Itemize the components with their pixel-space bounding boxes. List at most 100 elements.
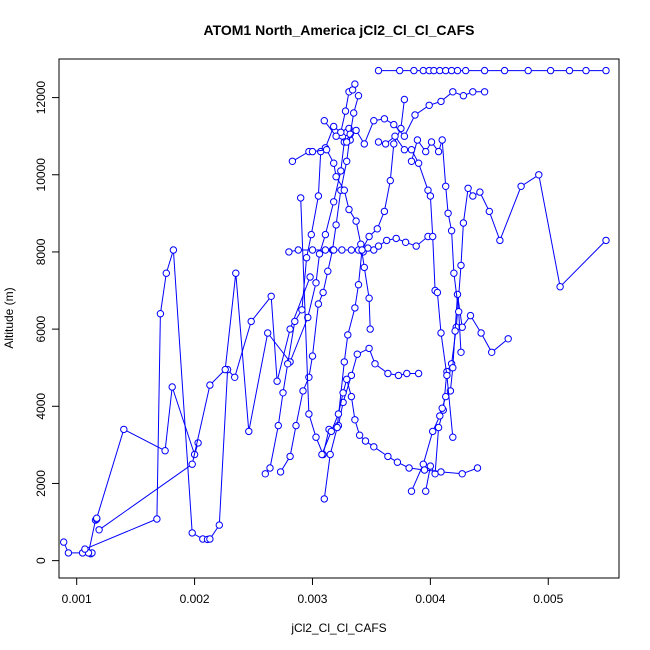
data-point	[332, 173, 340, 181]
series-13	[407, 136, 465, 356]
data-point	[449, 364, 457, 372]
data-point	[449, 433, 457, 441]
data-point	[360, 263, 368, 272]
series-9	[320, 95, 409, 503]
data-point	[95, 526, 103, 534]
data-point	[420, 466, 429, 474]
data-point	[433, 288, 442, 297]
data-point	[393, 458, 402, 466]
data-point	[264, 329, 272, 337]
data-point	[120, 425, 128, 434]
series-14	[374, 132, 457, 441]
data-point	[469, 88, 477, 96]
data-point	[365, 294, 373, 302]
data-point	[286, 452, 294, 461]
data-point	[366, 325, 374, 333]
data-point	[602, 66, 610, 75]
data-point	[396, 66, 404, 75]
data-point	[304, 313, 312, 322]
data-point	[338, 246, 346, 254]
y-tick-label: 4000	[34, 393, 48, 420]
data-point	[434, 147, 443, 156]
data-point	[353, 350, 361, 358]
chart-title: ATOM1 North_America jCl2_Cl_Cl_CAFS	[204, 22, 475, 38]
data-point	[477, 329, 485, 337]
data-point	[341, 107, 350, 115]
data-point	[437, 97, 445, 106]
data-point	[407, 146, 416, 154]
series-12	[407, 290, 512, 495]
data-point	[419, 460, 427, 468]
data-point	[344, 331, 352, 339]
data-point	[453, 290, 462, 299]
data-point	[305, 410, 313, 418]
data-point	[429, 427, 437, 436]
data-point	[266, 464, 274, 472]
data-point	[307, 230, 315, 239]
x-tick-label: 0.002	[180, 592, 210, 606]
data-point	[500, 66, 509, 75]
data-point	[565, 66, 574, 75]
data-point	[410, 66, 418, 75]
data-point	[322, 146, 331, 154]
data-point	[326, 450, 334, 459]
y-tick-label: 10000	[34, 158, 48, 192]
data-point	[267, 292, 275, 300]
data-point	[321, 230, 330, 239]
data-point	[444, 209, 452, 218]
y-tick-label: 8000	[34, 238, 48, 265]
data-point	[476, 188, 484, 196]
x-tick-label: 0.003	[297, 592, 327, 606]
data-point	[414, 369, 423, 378]
data-point	[360, 140, 368, 148]
x-tick-label: 0.001	[62, 592, 92, 606]
data-point	[451, 327, 459, 335]
data-point	[370, 246, 378, 254]
data-point	[496, 236, 504, 245]
data-point	[383, 236, 391, 245]
data-point	[347, 371, 356, 380]
data-point	[480, 66, 489, 75]
data-point	[169, 246, 178, 254]
data-point	[450, 269, 458, 277]
data-point	[391, 132, 399, 140]
data-point	[405, 464, 413, 472]
data-point	[273, 377, 281, 385]
y-tick-label: 6000	[34, 315, 48, 342]
data-point	[188, 529, 196, 537]
data-point	[442, 182, 450, 191]
data-point	[422, 147, 430, 156]
data-point	[384, 369, 392, 378]
data-point	[524, 66, 532, 75]
x-axis-label: jCl2_Cl_Cl_CAFS	[290, 621, 386, 635]
data-point	[347, 246, 356, 254]
data-point	[337, 128, 345, 137]
data-point	[370, 443, 378, 451]
data-point	[319, 288, 327, 297]
data-point	[386, 176, 394, 185]
data-point	[93, 514, 101, 522]
data-point	[351, 80, 359, 88]
series-15	[320, 88, 489, 148]
data-point	[374, 138, 383, 146]
series-group	[60, 66, 610, 558]
data-point	[351, 416, 359, 424]
data-point	[469, 192, 477, 200]
data-point	[400, 95, 409, 104]
data-point	[602, 236, 610, 245]
data-point	[449, 88, 457, 96]
data-point	[340, 186, 348, 194]
y-tick-label: 2000	[34, 470, 48, 497]
data-point	[343, 138, 351, 146]
data-point	[298, 306, 306, 314]
data-point	[312, 433, 320, 441]
data-point	[436, 412, 444, 420]
data-point	[315, 250, 324, 258]
data-point	[299, 387, 307, 395]
data-point	[332, 132, 340, 140]
data-point	[215, 521, 224, 529]
data-point	[438, 136, 446, 144]
data-point	[365, 344, 373, 353]
data-point	[437, 329, 445, 337]
data-point	[312, 279, 320, 287]
